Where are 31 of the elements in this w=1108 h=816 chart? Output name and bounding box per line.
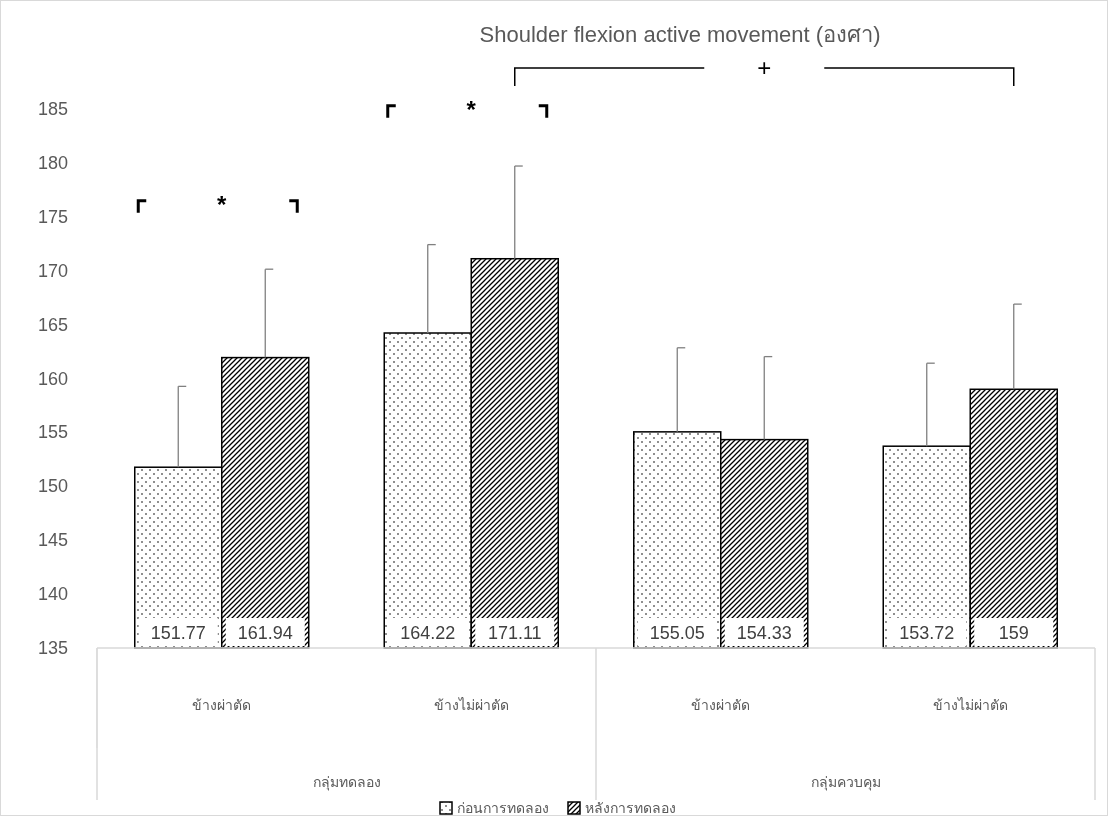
y-tick-label: 160 — [37, 368, 68, 389]
y-tick-label: 175 — [37, 206, 68, 227]
annotation: * — [217, 190, 228, 218]
data-label: 151.77 — [150, 623, 206, 643]
data-label: 155.05 — [649, 623, 705, 643]
x-tick-label: ข้างผ่าตัด — [691, 697, 751, 713]
y-tick-label: 170 — [37, 260, 68, 281]
data-label: 161.94 — [237, 623, 293, 643]
y-tick-label: 180 — [37, 152, 68, 173]
data-label: 171.11 — [487, 623, 542, 643]
x-tick-label: ข้างไม่ผ่าตัด — [433, 697, 509, 713]
annotation: * — [466, 95, 477, 123]
y-tick-label: 185 — [37, 99, 68, 119]
y-tick-label: 145 — [37, 530, 68, 551]
x-tick-label: ข้างผ่าตัด — [192, 697, 252, 713]
data-label: 159 — [998, 623, 1029, 643]
data-label: 164.22 — [400, 623, 456, 643]
y-tick-label: 155 — [37, 422, 68, 443]
y-tick-label: 135 — [37, 638, 68, 658]
y-tick-label: 140 — [37, 584, 68, 605]
legend-label: หลังการทดลอง — [585, 800, 676, 816]
y-tick-label: 165 — [37, 314, 68, 335]
chart-title: Shoulder flexion active movement (องศา) — [479, 22, 881, 47]
data-label: 154.33 — [736, 623, 792, 643]
text: กลุ่มทดลอง — [312, 774, 381, 791]
data-label: 153.72 — [899, 623, 955, 643]
y-tick-label: 150 — [37, 476, 68, 497]
x-tick-label: ข้างไม่ผ่าตัด — [932, 697, 1008, 713]
text: กลุ่มควบคุม — [810, 774, 881, 791]
bracket-plus: + — [514, 54, 1015, 87]
legend-label: ก่อนการทดลอง — [457, 800, 549, 816]
